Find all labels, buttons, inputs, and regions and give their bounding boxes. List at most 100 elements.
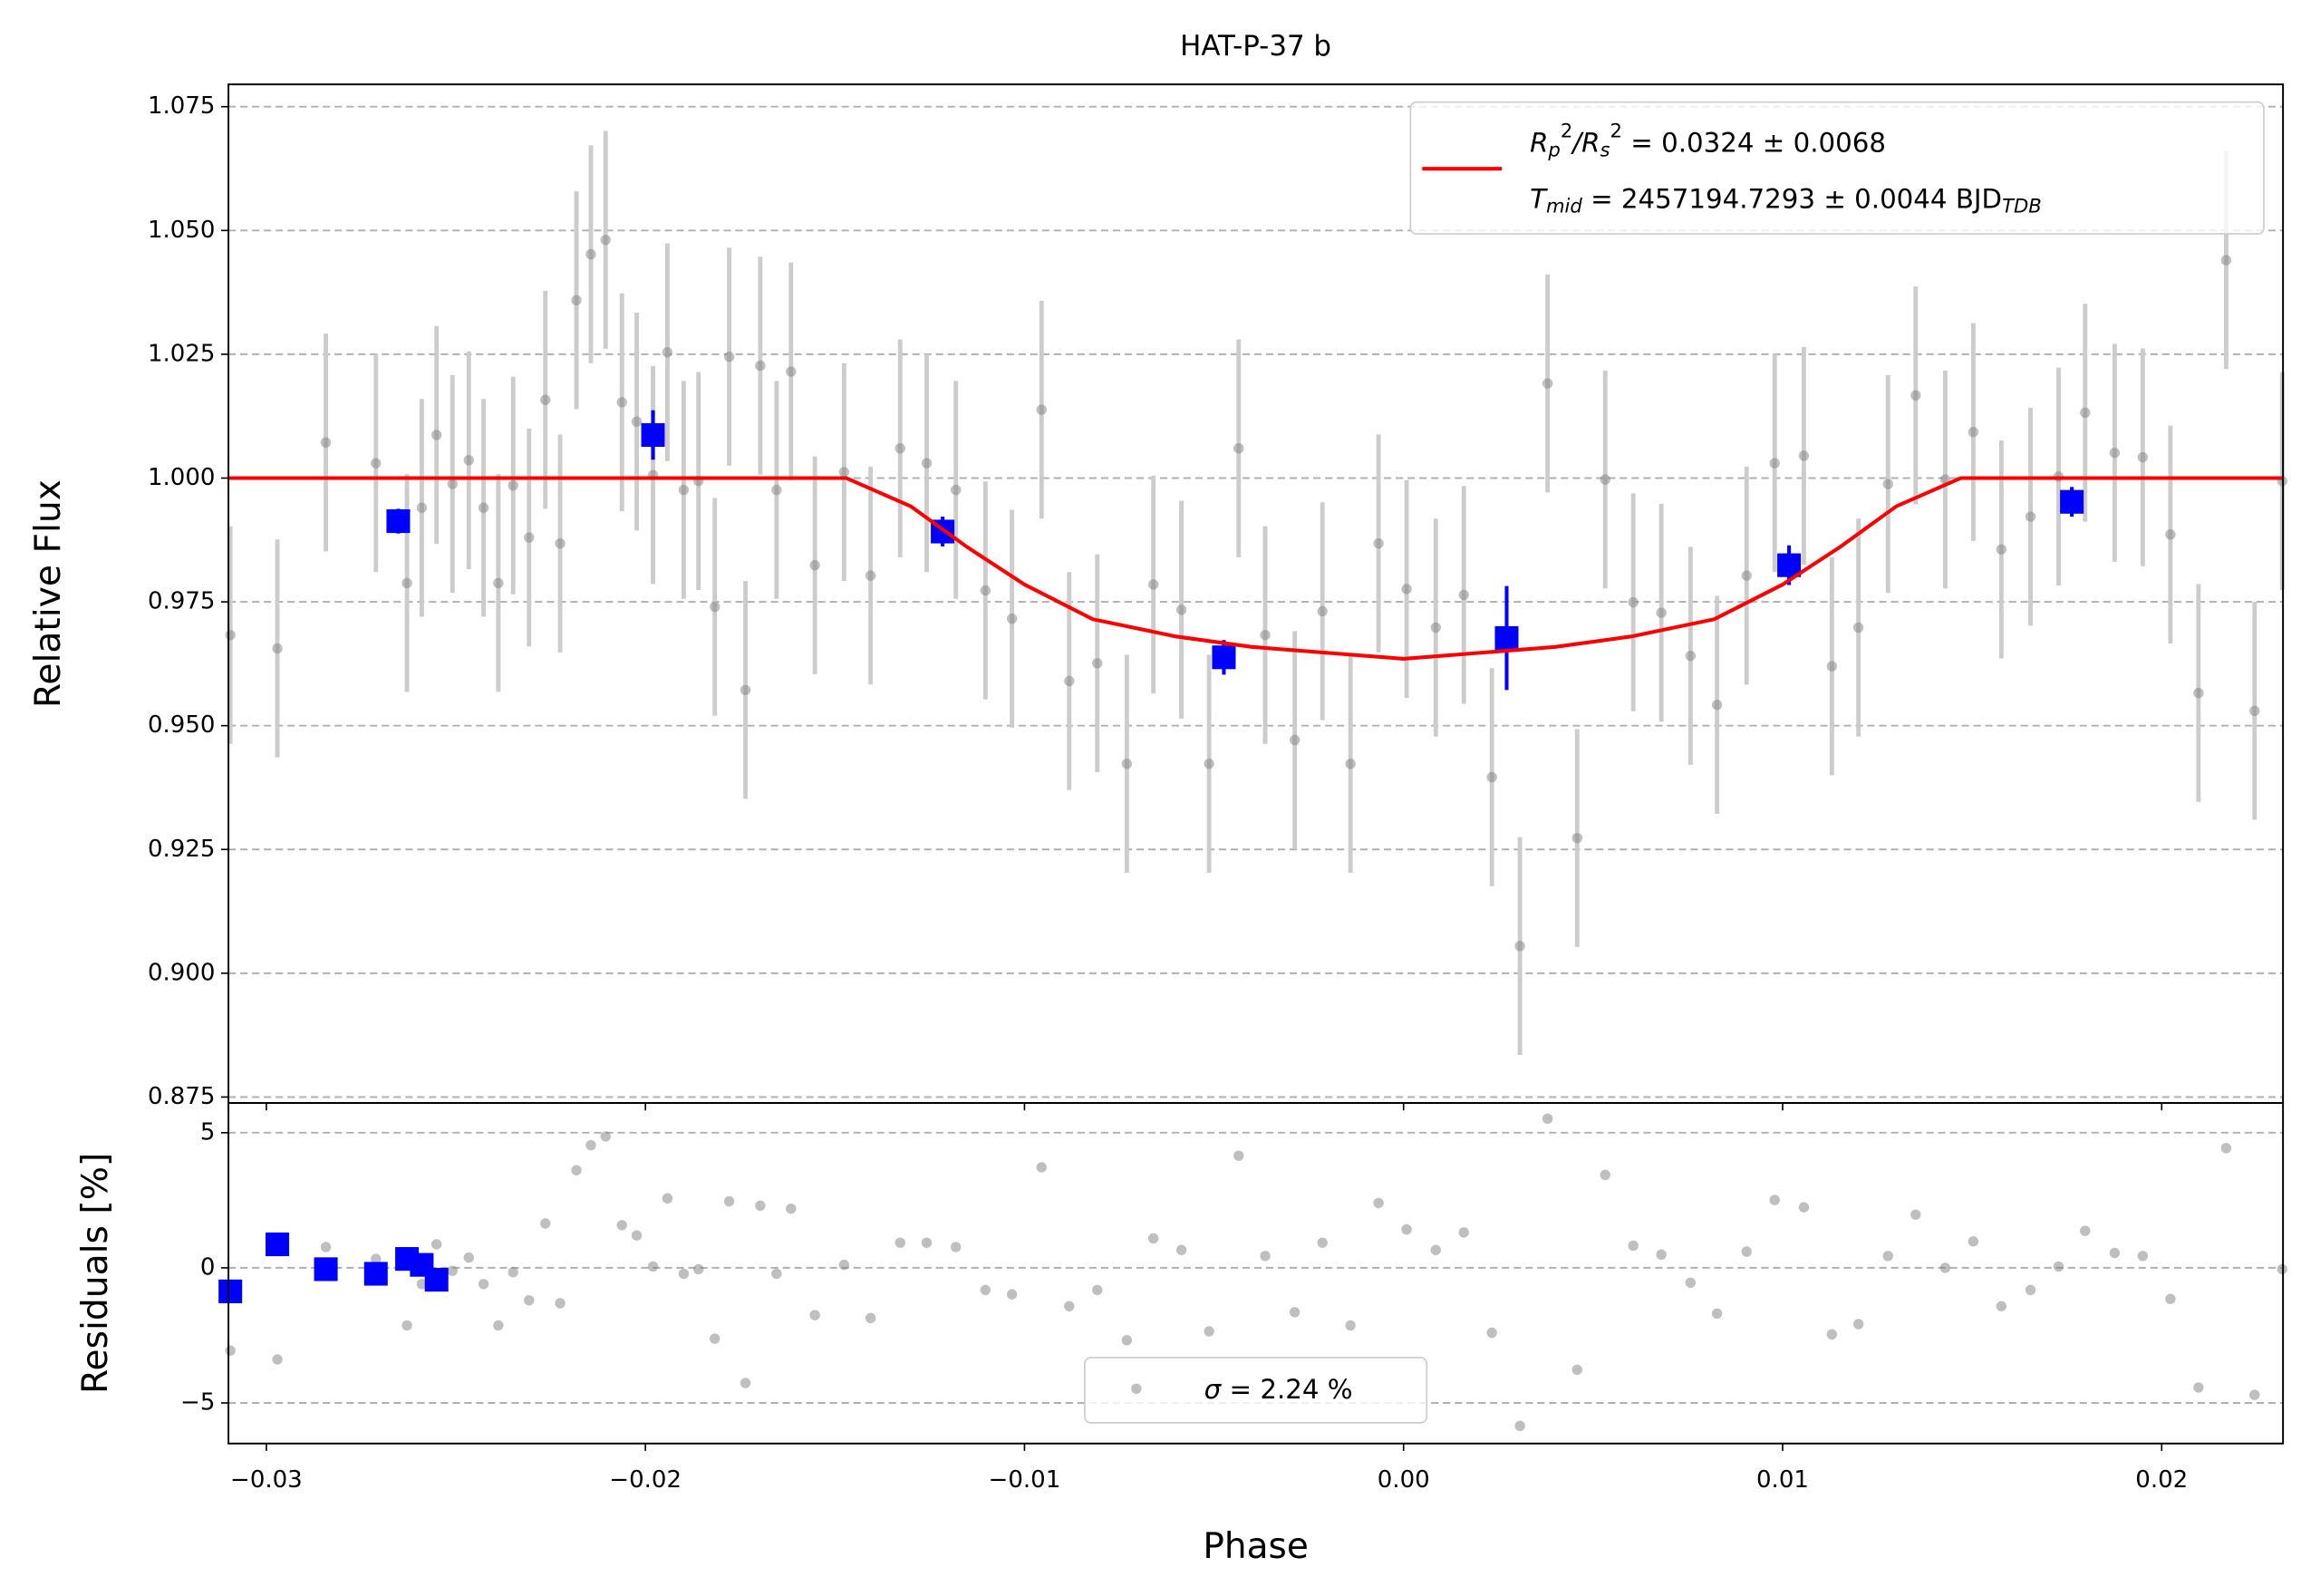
- data-point: [740, 1378, 751, 1388]
- data-point: [616, 397, 627, 408]
- data-point: [320, 1242, 332, 1253]
- data-point: [755, 1200, 766, 1212]
- data-point: [1882, 479, 1893, 489]
- data-point: [1826, 661, 1838, 672]
- binned-point: [218, 1279, 243, 1303]
- y-tick-label: 1.075: [148, 92, 215, 120]
- data-point: [693, 1263, 704, 1275]
- data-point: [447, 479, 458, 489]
- data-point: [1711, 1308, 1723, 1320]
- data-point: [508, 1266, 518, 1278]
- legend-text-part: s: [1600, 139, 1610, 161]
- binned-point: [386, 508, 411, 534]
- data-point: [272, 1354, 283, 1365]
- data-point: [771, 484, 782, 496]
- data-point: [809, 1310, 820, 1320]
- data-point: [585, 1139, 596, 1151]
- data-point: [1486, 1327, 1497, 1339]
- data-point: [980, 1284, 991, 1296]
- y-axis-label: Residuals [%]: [75, 1153, 116, 1394]
- data-point: [1542, 1113, 1553, 1125]
- data-point: [1036, 404, 1047, 415]
- data-point: [1798, 1202, 1810, 1213]
- binned-point: [314, 1257, 338, 1282]
- data-point: [2109, 1247, 2121, 1259]
- data-point: [571, 295, 582, 306]
- data-point: [740, 684, 751, 696]
- data-point: [1260, 629, 1271, 641]
- legend-text-part: σ: [1204, 1373, 1223, 1404]
- y-axis-label: Relative Flux: [28, 479, 69, 708]
- data-point: [951, 1242, 962, 1253]
- y-tick-label: 1.025: [148, 340, 215, 367]
- data-point: [1741, 1246, 1752, 1257]
- binned-point: [1212, 645, 1236, 670]
- data-point: [1175, 605, 1187, 615]
- data-point: [2249, 705, 2260, 717]
- data-point: [272, 643, 283, 654]
- data-point: [1458, 589, 1469, 601]
- data-point: [678, 484, 690, 496]
- data-point: [1769, 1195, 1780, 1205]
- legend-box: [1409, 101, 2265, 235]
- data-point: [447, 1265, 458, 1276]
- data-point: [371, 458, 382, 469]
- x-tick-label: 0.02: [2135, 1466, 2188, 1494]
- data-point: [678, 1268, 690, 1280]
- data-point: [555, 1298, 566, 1309]
- data-point: [1317, 605, 1328, 617]
- legend-box: [1084, 1357, 1428, 1424]
- data-point: [647, 1261, 659, 1272]
- data-point: [416, 1279, 428, 1290]
- data-point: [838, 467, 850, 478]
- data-point: [1401, 1224, 1412, 1235]
- data-point: [2249, 1389, 2260, 1400]
- data-point: [1006, 613, 1018, 624]
- data-point: [416, 502, 428, 513]
- data-point: [1939, 1262, 1951, 1273]
- data-point: [1204, 1326, 1214, 1337]
- legend-text-part: = 2457194.7293 ± 0.0044 BJD: [1582, 183, 2002, 214]
- binned-point: [641, 422, 665, 448]
- data-point: [493, 1320, 504, 1331]
- x-tick-label: −0.01: [989, 1466, 1061, 1494]
- data-point: [1826, 1329, 1838, 1340]
- data-point: [1147, 579, 1159, 590]
- data-point: [1345, 1320, 1356, 1331]
- data-point: [1685, 1277, 1697, 1289]
- data-point: [1968, 1235, 1979, 1247]
- legend-text-part: R: [1581, 127, 1600, 158]
- data-point: [1685, 650, 1697, 662]
- data-point: [524, 1294, 535, 1306]
- data-point: [631, 1230, 643, 1241]
- data-point: [524, 532, 535, 543]
- data-point: [1769, 458, 1780, 469]
- y-tick-label: 0.975: [148, 588, 215, 615]
- legend-text-part: R: [1530, 127, 1548, 158]
- data-point: [809, 559, 820, 571]
- chart-title: HAT-P-37 b: [1180, 30, 1331, 63]
- data-point: [555, 537, 566, 549]
- y-tick-label: 5: [200, 1118, 216, 1146]
- data-point: [786, 366, 797, 377]
- data-point: [2193, 687, 2204, 699]
- data-point: [1571, 1364, 1582, 1376]
- legend-text-part: 2: [1610, 119, 1622, 141]
- data-point: [631, 416, 643, 427]
- data-point: [2165, 529, 2176, 540]
- data-point: [710, 1333, 720, 1344]
- data-point: [508, 479, 518, 491]
- data-point: [1121, 1335, 1133, 1346]
- data-point: [921, 458, 933, 469]
- data-point: [1656, 1249, 1667, 1261]
- data-point: [616, 1220, 627, 1231]
- data-point: [1741, 570, 1752, 581]
- data-point: [662, 346, 673, 358]
- data-point: [838, 1259, 850, 1271]
- data-point: [1121, 759, 1133, 769]
- legend-label: σ = 2.24 %: [1204, 1373, 1353, 1404]
- data-point: [1289, 734, 1301, 746]
